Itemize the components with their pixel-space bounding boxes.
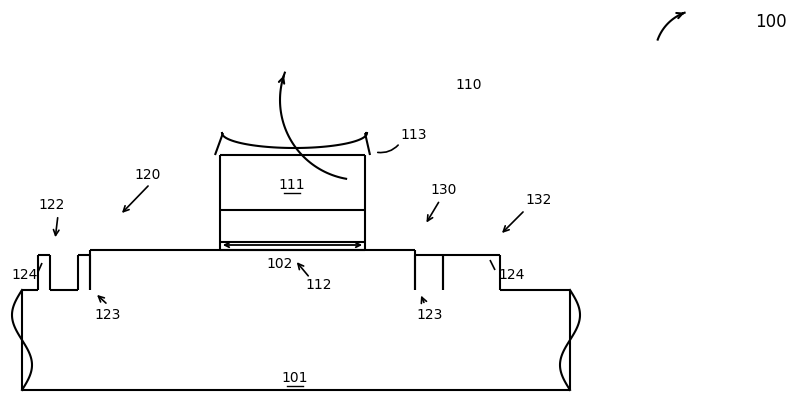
Text: 123: 123: [417, 308, 443, 322]
Text: 130: 130: [430, 183, 456, 197]
Text: 113: 113: [400, 128, 426, 142]
Text: 111: 111: [278, 178, 306, 192]
Text: 123: 123: [95, 308, 121, 322]
Text: 120: 120: [135, 168, 161, 182]
Text: 124: 124: [498, 268, 524, 282]
Text: 110: 110: [455, 78, 482, 92]
Text: 122: 122: [39, 198, 65, 212]
Text: 100: 100: [755, 13, 786, 31]
Text: 112: 112: [305, 278, 331, 292]
Text: 132: 132: [525, 193, 551, 207]
Text: 124: 124: [12, 268, 38, 282]
Text: 101: 101: [282, 371, 308, 385]
Text: 102: 102: [267, 257, 293, 271]
